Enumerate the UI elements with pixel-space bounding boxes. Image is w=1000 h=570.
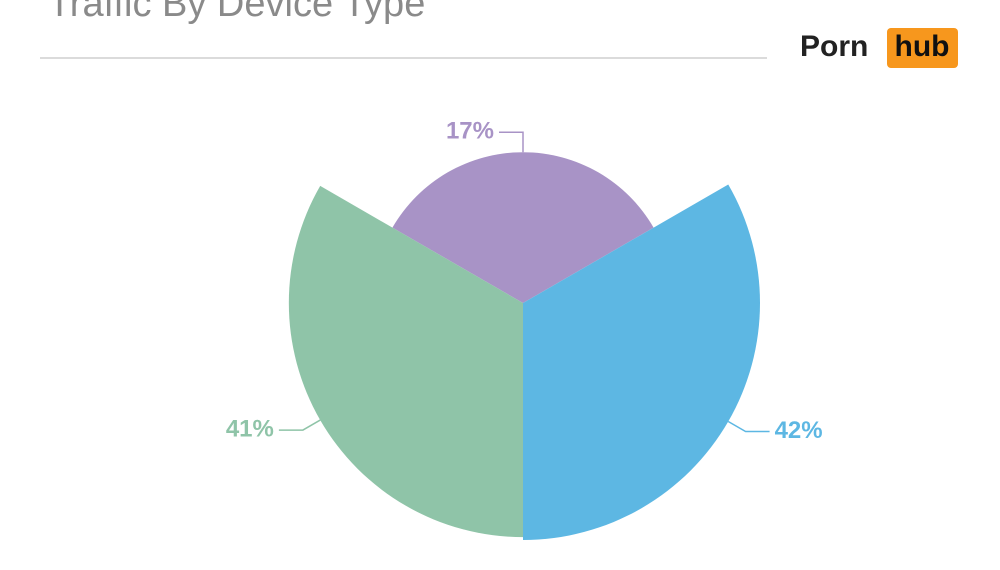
data-label: 17% xyxy=(446,118,494,145)
leader-line xyxy=(499,131,524,153)
leader-line xyxy=(278,419,321,431)
slice xyxy=(523,184,760,540)
data-label: 41% xyxy=(226,415,274,442)
logo-box xyxy=(887,28,958,68)
leader-line xyxy=(727,420,770,433)
chart-title: Traffic By Device Type xyxy=(48,0,425,25)
slice xyxy=(392,152,654,303)
slice xyxy=(288,185,523,538)
logo-right: hub xyxy=(895,30,950,63)
data-label: 42% xyxy=(775,417,823,444)
logo-left: Porn xyxy=(800,30,868,63)
